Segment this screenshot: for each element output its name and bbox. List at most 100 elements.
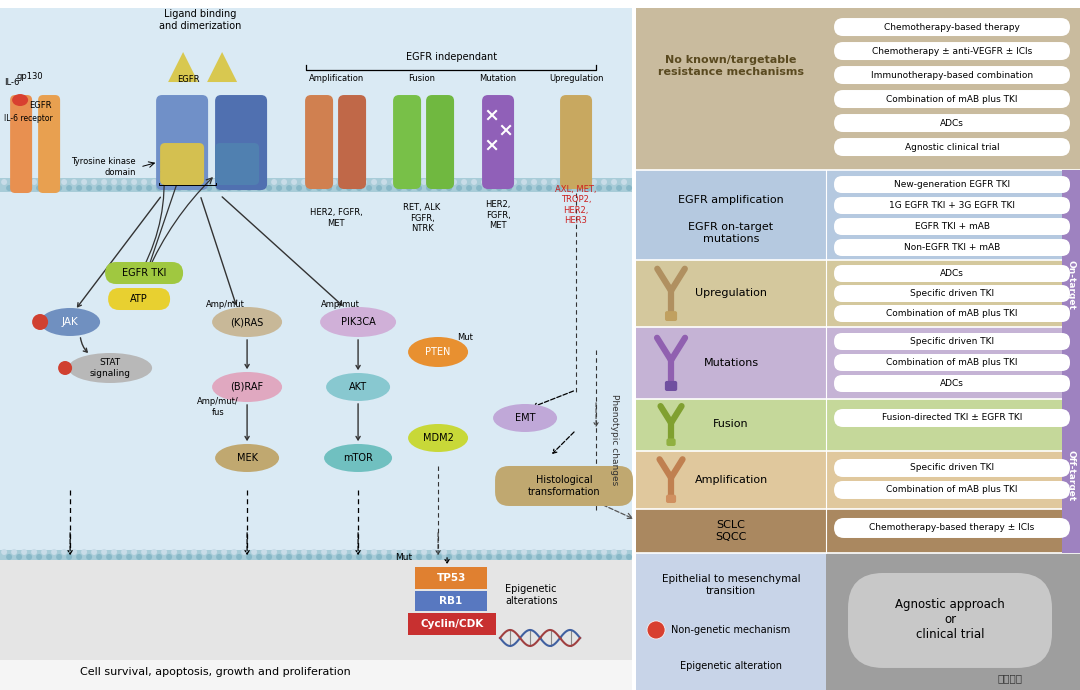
- Circle shape: [341, 179, 347, 185]
- Circle shape: [157, 185, 162, 191]
- FancyBboxPatch shape: [834, 42, 1070, 60]
- FancyBboxPatch shape: [108, 288, 170, 310]
- FancyBboxPatch shape: [105, 262, 184, 284]
- Circle shape: [66, 554, 72, 560]
- FancyBboxPatch shape: [38, 95, 60, 193]
- Circle shape: [536, 554, 542, 560]
- Circle shape: [467, 185, 472, 191]
- Circle shape: [32, 314, 49, 330]
- Text: EGFR: EGFR: [177, 75, 200, 83]
- Circle shape: [626, 554, 632, 560]
- Text: Chemotherapy-based therapy: Chemotherapy-based therapy: [885, 23, 1020, 32]
- Ellipse shape: [324, 444, 392, 472]
- Circle shape: [281, 549, 287, 555]
- Text: Combination of mAB plus TKI: Combination of mAB plus TKI: [887, 486, 1017, 495]
- Circle shape: [401, 179, 407, 185]
- Text: Amp/mut: Amp/mut: [205, 299, 244, 308]
- Text: Amp/mut: Amp/mut: [321, 299, 360, 308]
- Circle shape: [221, 179, 227, 185]
- Circle shape: [336, 554, 342, 560]
- Circle shape: [71, 549, 77, 555]
- Text: EGFR independant: EGFR independant: [405, 52, 497, 62]
- Circle shape: [321, 549, 327, 555]
- Circle shape: [306, 185, 312, 191]
- Circle shape: [376, 554, 382, 560]
- Circle shape: [111, 549, 117, 555]
- Circle shape: [71, 179, 77, 185]
- Text: Combination of mAB plus TKI: Combination of mAB plus TKI: [887, 358, 1017, 367]
- Text: Epigenetic alteration: Epigenetic alteration: [680, 661, 782, 671]
- Circle shape: [181, 549, 187, 555]
- Circle shape: [346, 554, 352, 560]
- Text: IL-6: IL-6: [4, 77, 19, 86]
- Circle shape: [311, 179, 318, 185]
- Text: EGFR: EGFR: [29, 101, 52, 110]
- Circle shape: [566, 554, 572, 560]
- Text: (K)RAS: (K)RAS: [230, 317, 264, 327]
- Circle shape: [251, 549, 257, 555]
- Text: Non-genetic mechanism: Non-genetic mechanism: [672, 625, 791, 635]
- Circle shape: [561, 549, 567, 555]
- Text: gp130: gp130: [17, 72, 43, 81]
- Circle shape: [461, 549, 467, 555]
- Bar: [0, 8, 632, 554]
- Text: mTOR: mTOR: [343, 453, 373, 463]
- Circle shape: [531, 549, 537, 555]
- Circle shape: [292, 179, 297, 185]
- Circle shape: [476, 554, 482, 560]
- Circle shape: [58, 361, 72, 375]
- Circle shape: [86, 185, 92, 191]
- Circle shape: [161, 179, 167, 185]
- Circle shape: [346, 185, 352, 191]
- Text: Specific driven TKI: Specific driven TKI: [910, 289, 994, 298]
- Text: Mut: Mut: [395, 553, 413, 562]
- Circle shape: [301, 179, 307, 185]
- Text: Off-target: Off-target: [1067, 451, 1076, 502]
- FancyBboxPatch shape: [834, 305, 1070, 322]
- FancyBboxPatch shape: [834, 285, 1070, 302]
- Circle shape: [206, 554, 212, 560]
- FancyBboxPatch shape: [834, 481, 1070, 499]
- Circle shape: [486, 185, 492, 191]
- Circle shape: [76, 554, 82, 560]
- Text: On-target: On-target: [1067, 259, 1076, 309]
- Circle shape: [566, 185, 572, 191]
- Circle shape: [546, 554, 552, 560]
- Circle shape: [6, 554, 12, 560]
- Circle shape: [166, 554, 172, 560]
- Circle shape: [616, 554, 622, 560]
- FancyBboxPatch shape: [834, 518, 1070, 538]
- Circle shape: [146, 554, 152, 560]
- Circle shape: [1, 549, 8, 555]
- FancyBboxPatch shape: [834, 265, 1070, 282]
- Circle shape: [1, 179, 8, 185]
- Circle shape: [581, 179, 588, 185]
- Text: ADCs: ADCs: [940, 269, 964, 278]
- Text: ADCs: ADCs: [940, 119, 964, 128]
- Circle shape: [356, 554, 362, 560]
- Circle shape: [146, 185, 152, 191]
- Circle shape: [216, 185, 222, 191]
- Text: Agnostic clinical trial: Agnostic clinical trial: [905, 143, 999, 152]
- FancyBboxPatch shape: [665, 381, 677, 391]
- Circle shape: [441, 179, 447, 185]
- Circle shape: [476, 185, 482, 191]
- FancyBboxPatch shape: [834, 459, 1070, 477]
- Circle shape: [551, 179, 557, 185]
- Text: STAT
signaling: STAT signaling: [90, 358, 131, 377]
- FancyBboxPatch shape: [561, 95, 592, 189]
- Text: EGFR TKI: EGFR TKI: [122, 268, 166, 278]
- Circle shape: [576, 554, 582, 560]
- Circle shape: [481, 179, 487, 185]
- Circle shape: [11, 549, 17, 555]
- Ellipse shape: [40, 308, 100, 336]
- Circle shape: [191, 549, 197, 555]
- Circle shape: [201, 179, 207, 185]
- Circle shape: [256, 185, 262, 191]
- Circle shape: [111, 179, 117, 185]
- Circle shape: [211, 549, 217, 555]
- Circle shape: [581, 549, 588, 555]
- Circle shape: [86, 554, 92, 560]
- Circle shape: [456, 554, 462, 560]
- Circle shape: [241, 549, 247, 555]
